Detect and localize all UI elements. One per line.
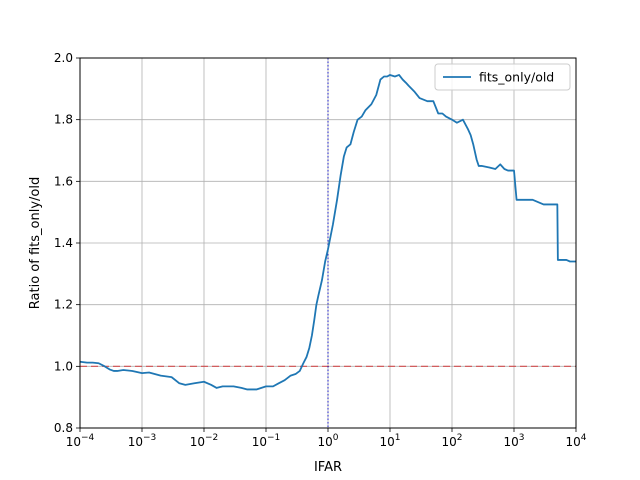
x-tick-label: 102 [441,433,462,449]
y-tick-label: 1.0 [54,359,73,373]
y-tick-label: 0.8 [54,421,73,435]
x-tick-label: 104 [565,433,586,449]
x-tick-label: 10−2 [190,433,219,449]
x-tick-label: 10−1 [252,433,281,449]
x-tick-label: 101 [379,433,400,449]
x-tick-label: 10−4 [66,433,95,449]
series-line [79,74,576,391]
series-lines [79,74,576,391]
y-tick-label: 1.2 [54,298,73,312]
axis-ticks: 10−4 10−3 10−2 10−1 100 101 102 103 104 0.8 1.0 1.2… [54,51,587,449]
y-tick-label: 2.0 [54,51,73,65]
legend-label: fits_only/old [479,70,554,85]
legend: fits_only/old [434,63,571,91]
y-tick-label: 1.4 [54,236,73,250]
x-axis-label: IFAR [314,460,342,475]
legend-box [434,63,571,91]
y-axis-label: Ratio of fits_only/old [28,177,43,309]
x-tick-label: 100 [317,433,338,449]
reference-lines [80,58,576,428]
x-tick-label: 103 [503,433,524,449]
x-tick-label: 10−3 [128,433,157,449]
y-tick-label: 1.6 [54,174,73,188]
y-tick-label: 1.8 [54,113,73,127]
